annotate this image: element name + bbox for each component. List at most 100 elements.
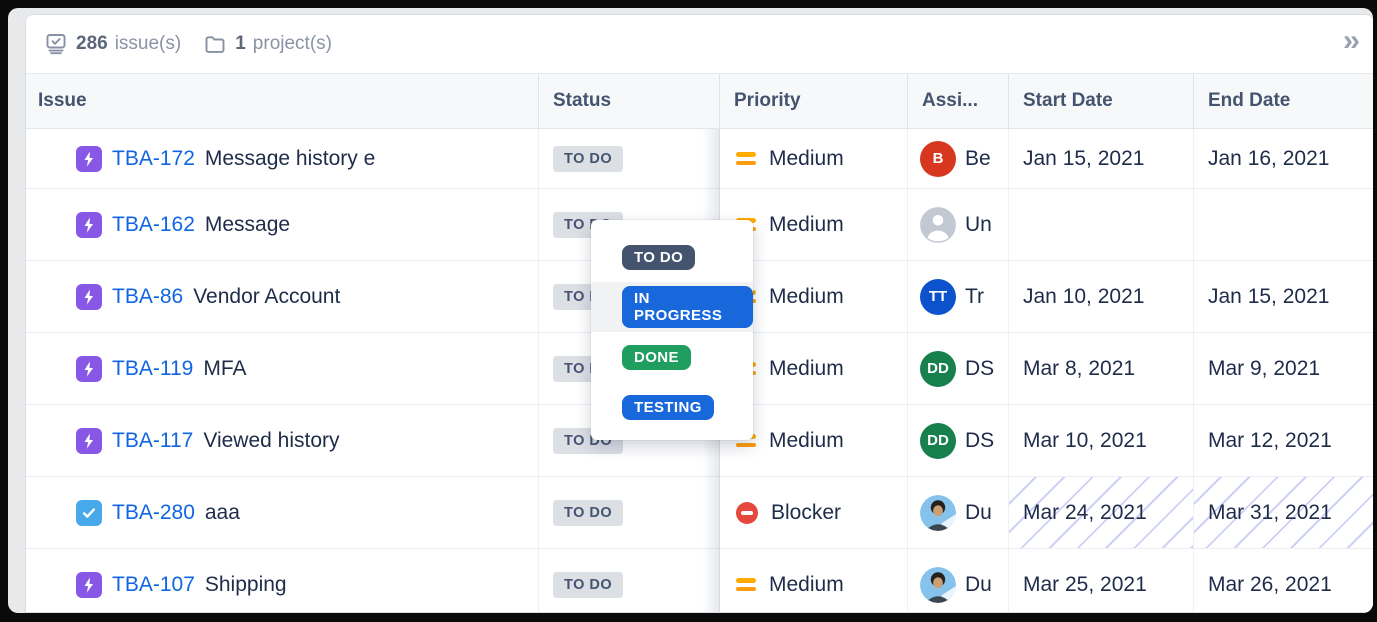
avatar: DD [920,422,956,459]
priority-label: Medium [769,428,844,452]
status-option-todo[interactable]: TO DO [591,232,753,282]
issue-cell[interactable]: TBA-107 Shipping [26,549,539,612]
end-date-cell[interactable]: Jan 15, 2021 [1208,284,1330,308]
end-date-cell[interactable]: Mar 31, 2021 [1194,477,1373,548]
priority-label: Blocker [771,500,842,524]
column-header-start[interactable]: Start Date [1009,74,1194,128]
avatar-photo [920,566,956,603]
priority-label: Medium [769,284,844,308]
issue-summary: Message history e [204,146,376,170]
priority-label: Medium [769,572,844,596]
unassigned-avatar-icon [920,206,956,243]
assignee-name: Du [965,572,992,596]
folder-icon [203,32,227,56]
end-date-cell[interactable]: Jan 16, 2021 [1208,146,1330,170]
issue-key-link[interactable]: TBA-162 [112,212,195,236]
status-badge[interactable]: TO DO [553,499,624,526]
column-header-end[interactable]: End Date [1208,90,1291,111]
issue-key-link[interactable]: TBA-119 [112,356,194,380]
priority-cell[interactable]: Medium [720,549,908,612]
start-date-cell[interactable] [1009,189,1194,260]
issue-cell[interactable]: TBA-172 Message history e [26,129,539,188]
issue-summary: MFA [203,356,247,380]
table-row[interactable]: TBA-172 Message history e TO DO Medium B… [26,129,1373,189]
issue-key-link[interactable]: TBA-86 [112,284,184,308]
assignee-cell[interactable]: TT Tr [908,261,1009,332]
assignee-name: Tr [965,284,985,308]
column-header-issue[interactable]: Issue [26,74,539,128]
issue-key-link[interactable]: TBA-280 [112,500,195,524]
chevron-double-right-icon[interactable]: ›› [1343,24,1360,57]
avatar: B [920,140,956,177]
priority-medium-icon [736,152,756,165]
issue-summary: Message [204,212,291,236]
status-option-in-progress[interactable]: IN PROGRESS [591,282,753,332]
story-icon [76,211,102,238]
priority-label: Medium [769,356,844,380]
issue-cell[interactable]: TBA-119 MFA [26,333,539,404]
start-date-cell[interactable]: Mar 8, 2021 [1009,333,1194,404]
column-header-status[interactable]: Status [539,74,720,128]
issue-key-link[interactable]: TBA-172 [112,146,195,170]
issue-cell[interactable]: TBA-162 Message [26,189,539,260]
issue-summary: Viewed history [203,428,340,452]
table-row[interactable]: TBA-107 Shipping TO DO Medium Du Mar 25,… [26,549,1373,612]
project-count-label: project(s) [252,33,332,54]
status-lozenge-todo: TO DO [622,244,696,270]
end-date-cell[interactable]: Mar 9, 2021 [1208,356,1321,380]
panel-background: 286 issue(s) 1 project(s) ›› Issue Statu… [8,8,1373,613]
issues-icon [44,32,68,56]
story-icon [76,427,102,454]
assignee-cell[interactable]: Un [908,189,1009,260]
assignee-name: Be [965,146,991,170]
start-date-cell[interactable]: Mar 10, 2021 [1009,405,1194,476]
status-badge[interactable]: TO DO [553,145,624,172]
status-badge[interactable]: TO DO [553,571,624,598]
status-option-testing[interactable]: TESTING [591,382,753,432]
table-row[interactable]: TBA-280 aaa TO DO Blocker Du Mar 24, 202… [26,477,1373,549]
end-date-cell[interactable]: Mar 26, 2021 [1208,572,1332,596]
issue-cell[interactable]: TBA-117 Viewed history [26,405,539,476]
issue-key-link[interactable]: TBA-107 [112,572,195,596]
status-lozenge-done: DONE [622,344,691,370]
table-header: Issue Status Priority Assi... Start Date… [26,74,1373,129]
toolbar: 286 issue(s) 1 project(s) ›› [26,15,1373,74]
assignee-cell[interactable]: B Be [908,129,1009,188]
priority-label: Medium [769,146,844,170]
status-option-done[interactable]: DONE [591,332,753,382]
avatar: DD [920,350,956,387]
assignee-cell[interactable]: Du [908,477,1009,548]
start-date-cell[interactable]: Mar 24, 2021 [1009,477,1194,548]
issue-summary: Vendor Account [193,284,341,308]
end-date-cell[interactable]: Mar 12, 2021 [1208,428,1332,452]
issue-summary: aaa [204,500,240,524]
story-icon [76,283,102,310]
status-lozenge-in-progress: IN PROGRESS [622,286,753,328]
issue-cell[interactable]: TBA-86 Vendor Account [26,261,539,332]
avatar: TT [920,278,956,315]
avatar-photo [920,494,956,531]
issue-cell[interactable]: TBA-280 aaa [26,477,539,548]
column-header-priority[interactable]: Priority [720,74,908,128]
start-date-cell[interactable]: Jan 10, 2021 [1009,261,1194,332]
status-cell[interactable]: TO DO [539,549,720,612]
story-icon [76,571,102,598]
story-icon [76,355,102,382]
issue-key-link[interactable]: TBA-117 [112,428,194,452]
issue-count-label: issue(s) [114,33,182,54]
assignee-cell[interactable]: DD DS [908,405,1009,476]
assignee-cell[interactable]: DD DS [908,333,1009,404]
status-lozenge-testing: TESTING [622,394,714,420]
start-date-cell[interactable]: Jan 15, 2021 [1009,129,1194,188]
priority-cell[interactable]: Medium [720,129,908,188]
status-cell[interactable]: TO DO [539,129,720,188]
column-header-assignee[interactable]: Assi... [908,74,1009,128]
assignee-cell[interactable]: Du [908,549,1009,612]
end-date-cell[interactable] [1194,189,1373,260]
assignee-name: Un [965,212,992,236]
status-cell[interactable]: TO DO [539,477,720,548]
priority-cell[interactable]: Blocker [720,477,908,548]
start-date-cell[interactable]: Mar 25, 2021 [1009,549,1194,612]
issue-table-card: 286 issue(s) 1 project(s) ›› Issue Statu… [25,14,1373,613]
issue-summary: Shipping [204,572,287,596]
